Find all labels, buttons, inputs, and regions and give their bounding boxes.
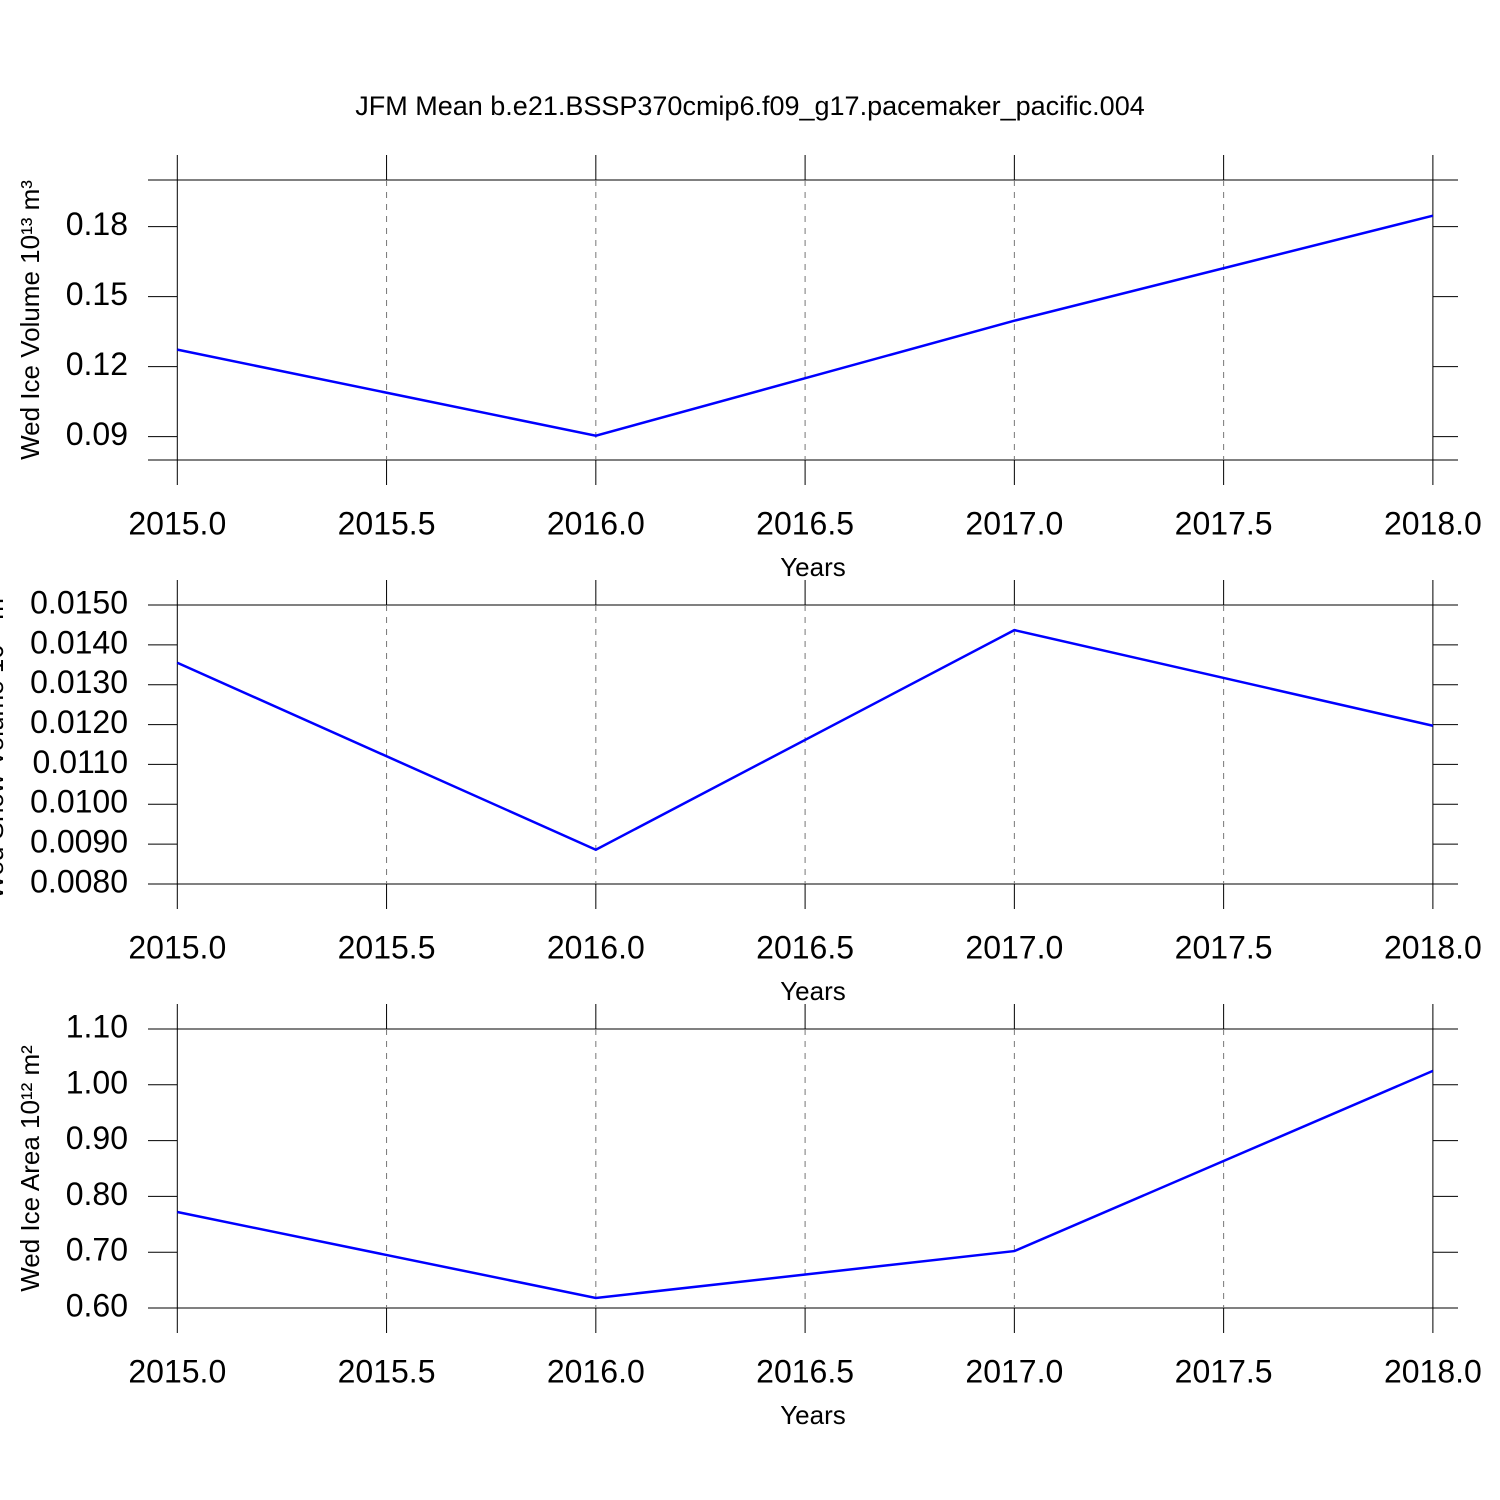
x-tick-label: 2018.0 <box>1384 929 1482 965</box>
y-tick-label: 0.0090 <box>30 824 128 860</box>
x-tick-label: 2015.0 <box>128 929 226 965</box>
x-tick-label: 2017.0 <box>965 1353 1063 1389</box>
x-tick-label: 2017.5 <box>1175 1353 1273 1389</box>
x-tick-label: 2015.5 <box>338 505 436 541</box>
y-axis-label: Wed Ice Volume 10¹³ m³ <box>15 180 45 460</box>
data-line <box>176 628 1434 852</box>
y-tick-label: 0.0140 <box>30 624 128 660</box>
y-tick-label: 0.90 <box>66 1120 128 1156</box>
x-tick-label: 2017.0 <box>965 505 1063 541</box>
y-tick-label: 0.0130 <box>30 664 128 700</box>
y-tick-label: 0.09 <box>66 416 128 452</box>
x-tick-label: 2018.0 <box>1384 505 1482 541</box>
x-tick-label: 2017.5 <box>1175 929 1273 965</box>
y-tick-label: 1.10 <box>66 1008 128 1044</box>
y-tick-label: 0.0120 <box>30 704 128 740</box>
x-tick-label: 2017.0 <box>965 929 1063 965</box>
figure-title: JFM Mean b.e21.BSSP370cmip6.f09_g17.pace… <box>355 91 1144 121</box>
x-axis-label: Years <box>780 1400 846 1430</box>
y-tick-label: 0.0150 <box>30 584 128 620</box>
y-tick-label: 1.00 <box>66 1064 128 1100</box>
y-tick-label: 0.80 <box>66 1176 128 1212</box>
x-axis-label: Years <box>780 552 846 582</box>
y-tick-label: 0.70 <box>66 1232 128 1268</box>
x-tick-label: 2016.0 <box>547 1353 645 1389</box>
y-tick-label: 0.12 <box>66 346 128 382</box>
y-tick-label: 0.0080 <box>30 863 128 899</box>
x-tick-label: 2016.5 <box>756 1353 854 1389</box>
x-tick-label: 2015.5 <box>338 929 436 965</box>
y-tick-label: 0.18 <box>66 206 128 242</box>
y-tick-label: 0.0110 <box>33 744 129 780</box>
x-tick-label: 2015.5 <box>338 1353 436 1389</box>
y-axis-label: Wed Snow Volume 10¹³ m³ <box>0 589 9 900</box>
data-line <box>177 1069 1434 1300</box>
y-tick-label: 0.60 <box>66 1287 128 1323</box>
x-axis-label: Years <box>780 976 846 1006</box>
x-tick-label: 2015.0 <box>128 505 226 541</box>
x-tick-label: 2015.0 <box>128 1353 226 1389</box>
x-tick-label: 2018.0 <box>1384 1353 1482 1389</box>
x-tick-label: 2016.5 <box>756 929 854 965</box>
y-tick-label: 0.15 <box>66 276 128 312</box>
y-tick-label: 0.0100 <box>30 784 128 820</box>
data-line <box>177 214 1434 438</box>
x-tick-label: 2016.5 <box>756 505 854 541</box>
x-tick-label: 2017.5 <box>1175 505 1273 541</box>
x-tick-label: 2016.0 <box>547 505 645 541</box>
x-tick-label: 2016.0 <box>547 929 645 965</box>
y-axis-label: Wed Ice Area 10¹² m² <box>15 1045 45 1292</box>
